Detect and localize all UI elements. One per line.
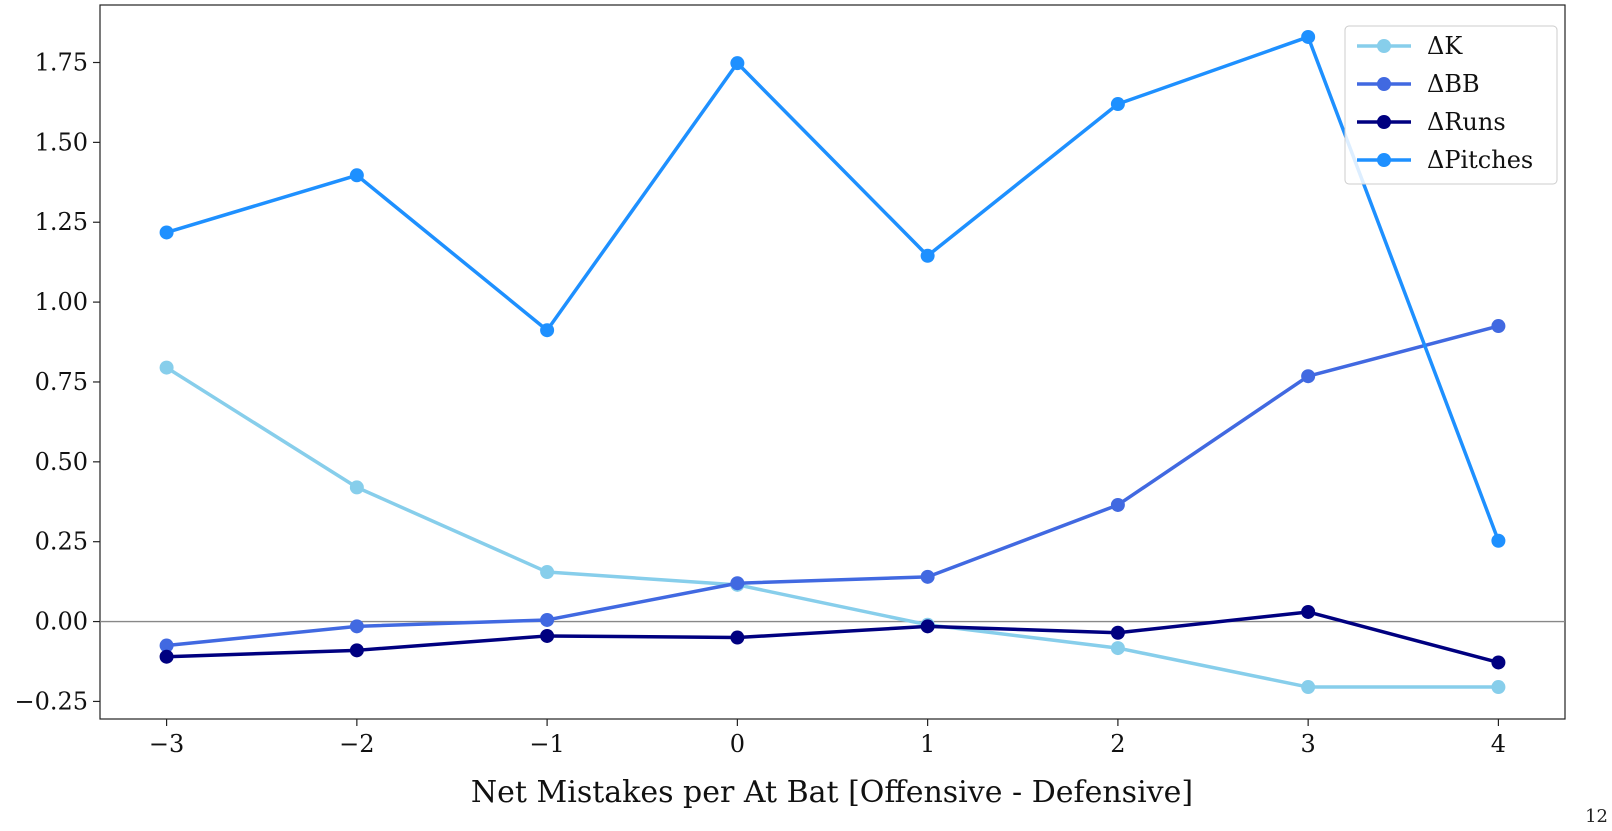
y-tick-label: 0.00 [35, 608, 88, 636]
series-delta-pitches-point [349, 168, 364, 183]
legend-delta-pitches-marker [1377, 153, 1391, 167]
x-tick-label: −1 [529, 730, 564, 758]
legend: ΔK ΔBB ΔRuns ΔPitches [1344, 25, 1558, 185]
series-delta-runs-line [166, 610, 1499, 665]
x-axis-ticks: −3 −2 −1 0 1 2 3 4 [149, 719, 1506, 758]
x-axis-label: Net Mistakes per At Bat [Offensive - Def… [471, 775, 1193, 810]
series-delta-runs-point [1301, 604, 1316, 619]
series-delta-k-point [540, 565, 555, 580]
legend-delta-k-marker [1377, 39, 1391, 53]
series-layer [159, 29, 1506, 695]
series-delta-bb-point [349, 619, 364, 634]
series-delta-bb [159, 319, 1506, 653]
series-delta-runs-point [1491, 655, 1506, 670]
series-delta-bb-point [540, 612, 555, 627]
legend-delta-pitches-label: ΔPitches [1427, 146, 1533, 174]
x-tick-label: 0 [730, 730, 745, 758]
y-tick-label: 1.25 [35, 208, 88, 236]
series-delta-runs-point [730, 630, 745, 645]
y-tick-label: 1.00 [35, 288, 88, 316]
y-axis-ticks: −0.25 0.00 0.25 0.50 0.75 1.00 1.25 1.50 1.75 [14, 49, 100, 715]
series-delta-k-point [349, 480, 364, 495]
series-delta-k-point [1491, 680, 1506, 695]
series-delta-runs-point [1110, 625, 1125, 640]
series-delta-bb-point [920, 569, 935, 584]
series-delta-k-point [1110, 641, 1125, 656]
series-delta-k-line [165, 366, 1499, 689]
legend-delta-bb-marker [1377, 77, 1391, 91]
series-delta-runs [159, 604, 1506, 670]
series-delta-bb-point [1301, 369, 1316, 384]
series-delta-runs-point [920, 619, 935, 634]
y-tick-label: 0.50 [35, 448, 88, 476]
series-delta-pitches-point [1491, 533, 1506, 548]
series-delta-bb-point [1491, 319, 1506, 334]
series-delta-pitches-point [730, 56, 745, 71]
x-tick-label: 1 [920, 730, 935, 758]
series-delta-k-point [1301, 680, 1316, 695]
y-tick-label: 0.25 [35, 528, 88, 556]
series-delta-runs-point [159, 649, 174, 664]
series-delta-k-point [159, 360, 174, 375]
x-tick-label: 2 [1110, 730, 1125, 758]
series-delta-pitches [159, 29, 1506, 548]
series-delta-pitches-point [159, 225, 174, 240]
y-tick-label: 1.50 [35, 128, 88, 156]
series-delta-runs-point [349, 643, 364, 658]
series-delta-pitches-point [1110, 97, 1125, 112]
series-delta-runs-point [540, 628, 555, 643]
legend-delta-runs-marker [1377, 115, 1391, 129]
y-tick-label: 0.75 [35, 368, 88, 396]
x-tick-label: −3 [149, 730, 184, 758]
series-delta-bb-point [1110, 497, 1125, 512]
legend-delta-runs-label: ΔRuns [1427, 108, 1506, 136]
series-delta-bb-point [730, 576, 745, 591]
x-tick-label: 3 [1301, 730, 1316, 758]
series-delta-bb-point [159, 638, 174, 653]
legend-box [1344, 25, 1558, 185]
y-tick-label: 1.75 [35, 49, 88, 77]
page-number: 12 [1585, 806, 1608, 827]
series-delta-pitches-line [166, 35, 1501, 542]
x-tick-label: −2 [339, 730, 374, 758]
series-delta-pitches-point [540, 323, 555, 338]
series-delta-bb-line [166, 324, 1499, 648]
series-delta-pitches-point [1301, 29, 1316, 44]
legend-delta-bb-label: ΔBB [1427, 70, 1480, 98]
x-tick-label: 4 [1491, 730, 1506, 758]
series-delta-pitches-point [920, 248, 935, 263]
legend-delta-k-label: ΔK [1427, 32, 1463, 60]
y-tick-label: −0.25 [14, 687, 88, 715]
plot-area [99, 4, 1566, 720]
